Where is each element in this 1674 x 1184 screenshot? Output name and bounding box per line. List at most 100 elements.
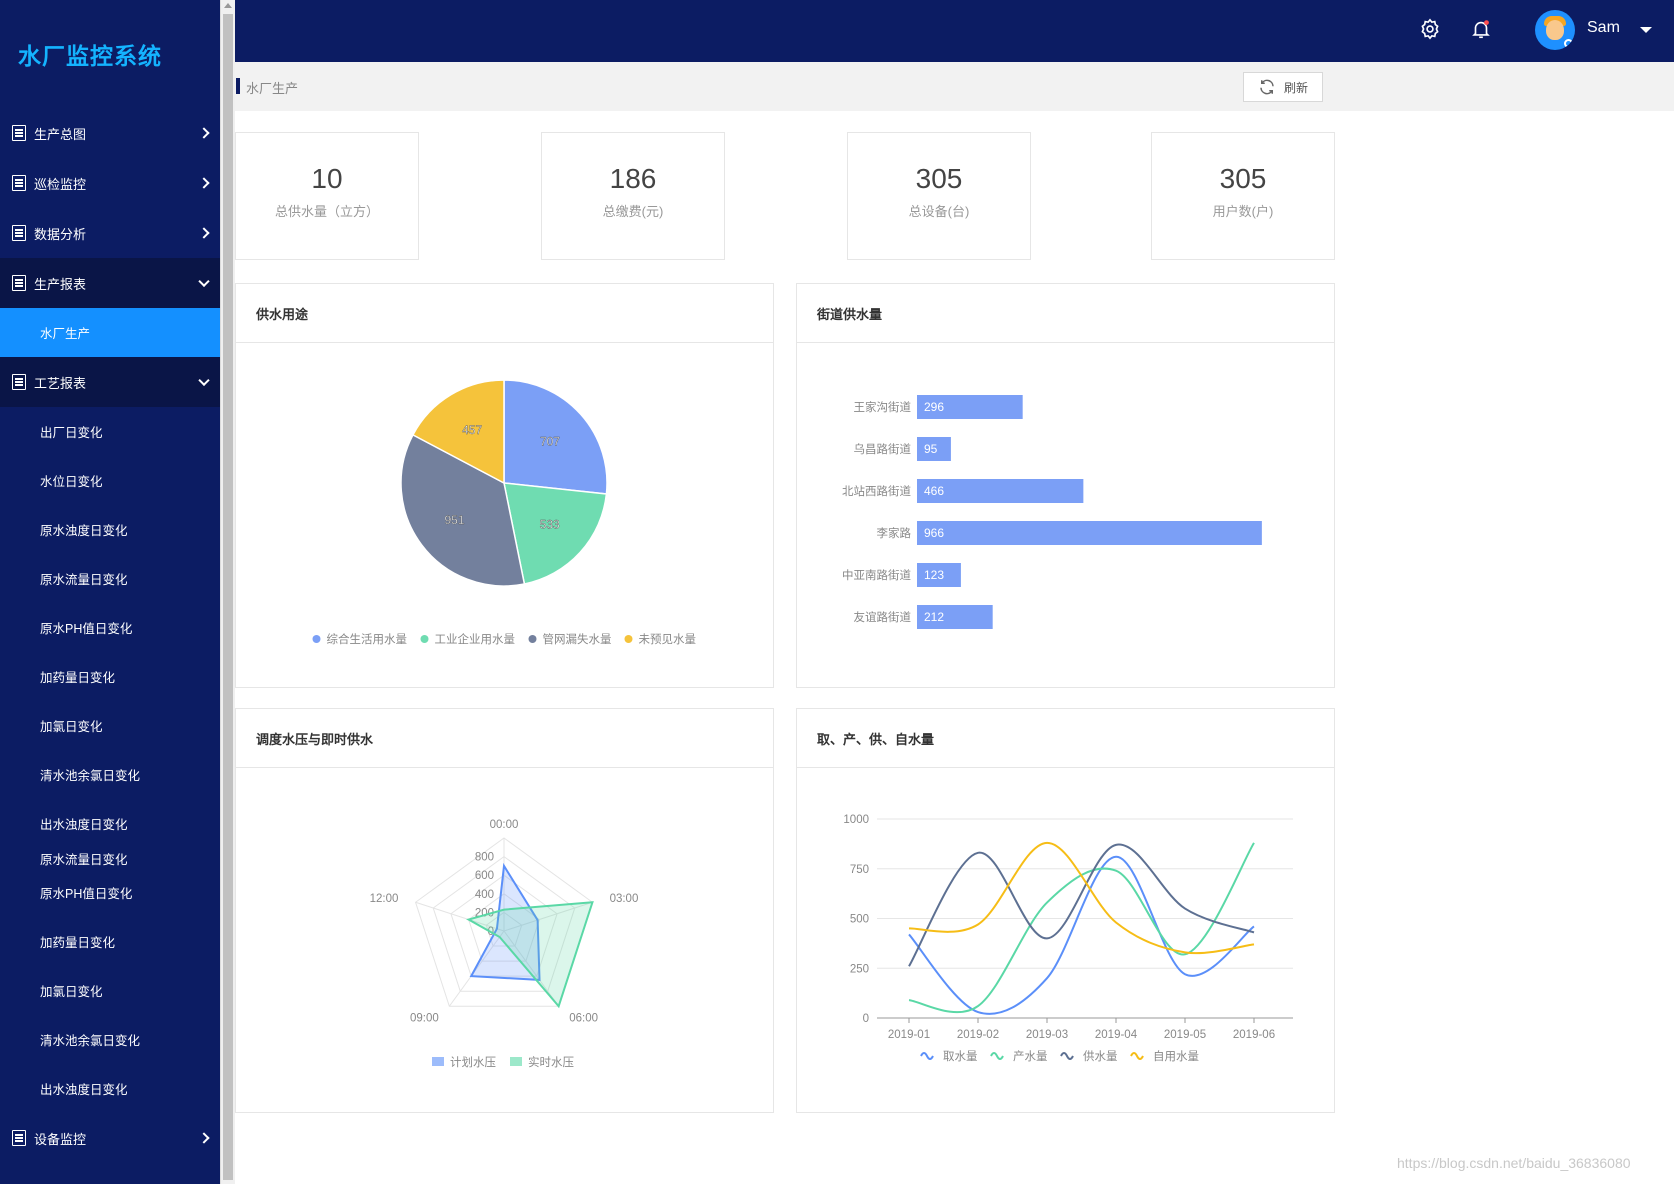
pie-chart: 707 533 951 457 综合生活用水量 工业企业用水量 管网漏失水量 未预见水量 [312,379,697,646]
sidebar-item-label: 工艺报表 [34,375,87,391]
sidebar-subitem[interactable]: 出厂日变化 [40,426,103,440]
radar-axis-line [503,901,593,932]
sidebar-subitem[interactable]: 加氯日变化 [40,720,103,734]
avatar[interactable] [1535,10,1575,50]
radar-axis-line [448,930,505,1007]
panel-title: 街道供水量 [797,284,1334,343]
y-tick-label: 0 [863,1013,869,1025]
bar-category-label: 李家路 [877,526,912,540]
line-series [908,855,1255,1015]
legend-label: 综合生活用水量 [327,632,408,646]
pie-slice [411,379,505,485]
radar-tick-label: 800 [475,852,494,864]
sidebar-item-device-monitor[interactable]: 设备监控 [0,1113,220,1163]
radar-indicator-label: 06:00 [569,1013,598,1025]
sidebar-item-production-report[interactable]: 生产报表 [0,258,220,308]
refresh-button[interactable]: 刷新 [1243,72,1323,102]
pie-slice [503,482,608,585]
legend-marker [432,1057,444,1066]
stat-card-total-supply: 10 总供水量（立方） [235,132,419,260]
radar-grid-ring [450,874,558,977]
bar-value-label: 95 [924,442,938,456]
bar-value-label: 466 [924,484,944,498]
sidebar-item-process-report[interactable]: 工艺报表 [0,357,220,407]
legend-marker [624,635,633,643]
sidebar-subitem[interactable]: 水位日变化 [40,475,103,489]
radar-indicator-label: 12:00 [370,893,399,905]
sidebar-subitem[interactable]: 原水流量日变化 [40,853,128,867]
sidebar-subitem[interactable]: 加药量日变化 [40,671,116,685]
stat-card-total-devices: 305 总设备(台) [847,132,1031,260]
scroll-up-icon[interactable] [224,3,232,8]
gear-icon[interactable] [1419,18,1441,40]
pie-data-label: 707 [540,435,560,449]
sidebar-subitem-plant-production[interactable]: 水厂生产 [0,308,220,357]
line-series [908,842,1255,1013]
sidebar-subitem[interactable]: 加药量日变化 [40,936,116,950]
watermark: https://blog.csdn.net/baidu_36836080 [1397,1155,1631,1171]
sidebar-item-label: 生产总图 [34,126,87,142]
stat-value: 186 [609,163,657,194]
document-icon [12,125,26,141]
y-tick-label: 250 [850,963,869,975]
sidebar-subitem[interactable]: 加氯日变化 [40,985,103,999]
chevron-down-icon [198,275,210,288]
bar-value-label: 296 [924,400,944,414]
sidebar-subitem[interactable]: 清水池余氯日变化 [40,769,141,783]
sidebar-item-label: 数据分析 [34,226,87,242]
breadcrumb-current: 水厂生产 [246,81,299,96]
panel-volumes: 取、产、供、自水量 0 250 500 750 1000 2019-01 2019-02 20… [796,708,1335,1113]
panel-title: 供水用途 [236,284,773,343]
legend-marker [528,635,537,643]
document-icon [12,175,26,191]
panel-pressure: 调度水压与即时供水 00:00 03:00 06:00 09:00 12:00 0 200 4… [235,708,774,1113]
radar-grid-ring [414,837,594,1007]
panel-street-supply: 街道供水量 王家沟街道 296 乌昌路街道 95 北站西路街道 466 李家路 966 中亚南路… [796,283,1335,688]
refresh-label: 刷新 [1283,80,1308,95]
caret-down-icon[interactable] [1640,27,1652,33]
sidebar-item-patrol-monitor[interactable]: 巡检监控 [0,158,220,208]
sidebar-item-production-overview[interactable]: 生产总图 [0,108,220,158]
sidebar-item-label: 生产报表 [34,276,87,292]
x-tick-label: 2019-02 [957,1029,999,1041]
top-header: Sam [235,0,1674,62]
refresh-icon [1260,79,1274,95]
y-tick-label: 500 [850,914,869,926]
online-status-dot [1564,39,1573,48]
sidebar-scrollbar[interactable] [220,0,235,1184]
sidebar-subitem[interactable]: 原水PH值日变化 [40,622,133,636]
line-chart: 0 250 500 750 1000 2019-01 2019-02 2019-03 2019-… [843,814,1293,1063]
radar-grid-ring [432,855,576,992]
user-name[interactable]: Sam [1587,19,1620,36]
legend-marker [312,635,321,643]
sidebar-item-data-analysis[interactable]: 数据分析 [0,208,220,258]
legend-marker [920,1052,934,1060]
bell-icon[interactable] [1470,18,1492,40]
sidebar-subitem[interactable]: 出水浊度日变化 [40,818,128,832]
sidebar-subitem[interactable]: 清水池余氯日变化 [40,1034,141,1048]
panel-title: 取、产、供、自水量 [797,709,1334,768]
legend-marker [420,635,429,643]
pie-data-label: 951 [444,513,464,527]
sidebar-subitem[interactable]: 原水浊度日变化 [40,524,128,538]
bar-category-label: 北站西路街道 [842,484,911,498]
chevron-down-icon [198,374,210,387]
legend-marker [510,1057,522,1066]
legend-label: 工业企业用水量 [435,632,516,646]
sidebar: 水厂监控系统 生产总图 巡检监控 数据分析 生产报表 水厂生产 工艺报表 出厂日… [0,0,220,1184]
scrollbar-thumb[interactable] [223,14,233,1180]
bar-value-label: 212 [924,610,944,624]
sidebar-subitem[interactable]: 原水PH值日变化 [40,887,133,901]
legend-label: 计划水压 [450,1056,496,1069]
bar [917,605,993,629]
legend-label: 供水量 [1083,1049,1118,1063]
document-icon [12,225,26,241]
legend-label: 未预见水量 [639,633,697,646]
stat-card-user-count: 305 用户数(户) [1151,132,1335,260]
radar-axis-line [415,901,505,932]
chevron-right-icon [198,177,210,189]
sidebar-subitem[interactable]: 原水流量日变化 [40,573,128,587]
sidebar-subitem[interactable]: 出水浊度日变化 [40,1083,128,1097]
y-tick-label: 1000 [843,814,869,826]
